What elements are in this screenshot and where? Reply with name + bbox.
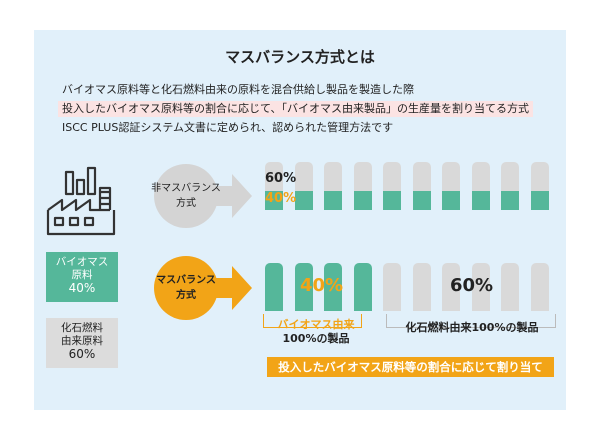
biomass-group-label-line2: 100%の製品 — [282, 332, 350, 345]
bar-biomass-part — [383, 191, 401, 210]
bar-biomass-part — [530, 191, 549, 210]
non-mass-balance-label-line1: 非マスバランス — [151, 183, 221, 194]
non-mass-balance-biomass-percent: 40% — [265, 191, 297, 206]
product-bar-fossil — [383, 263, 401, 311]
bar-biomass-part — [471, 191, 490, 210]
product-bar-mixed — [353, 162, 372, 210]
product-bar-mixed — [501, 162, 519, 210]
mass-balance-label-line1: マスバランス — [156, 275, 216, 286]
mass-balance-arrow-icon — [154, 256, 252, 320]
product-bar-mixed — [294, 162, 313, 210]
bar-fossil-part — [294, 162, 313, 191]
fossil-legend-label-line2: 由来原料 — [61, 335, 103, 347]
product-bar-mixed — [530, 162, 549, 210]
description-line-1: バイオマス原料等と化石燃料由来の原料を混合供給し製品を製造した際 — [62, 83, 414, 96]
bar-fossil-part — [471, 162, 490, 191]
fossil-legend-label-line1: 化石燃料 — [61, 322, 103, 334]
bar-fossil-part — [353, 162, 372, 191]
bar-fossil-part — [324, 162, 342, 191]
product-bar-fossil — [412, 263, 431, 311]
product-bar-mixed — [324, 162, 342, 210]
fossil-legend-percent: 60% — [68, 347, 96, 361]
description-line-2: 投入したバイオマス原料等の割合に応じて、「バイオマス由来製品」の生産量を割り当て… — [58, 101, 533, 117]
bar-fossil-part — [412, 162, 431, 191]
product-bar-mixed — [471, 162, 490, 210]
mass-balance-fossil-percent: 60% — [450, 275, 494, 296]
bar-fossil-part — [265, 162, 283, 191]
product-bar-biomass — [265, 263, 283, 311]
non-mass-balance-label-line2: 方式 — [176, 198, 196, 209]
non-mass-balance-fossil-percent: 60% — [265, 171, 297, 186]
fossil-feedstock-legend: 化石燃料 由来原料 60% — [46, 318, 118, 368]
bar-biomass-part — [324, 191, 342, 210]
mass-balance-label-line2: 方式 — [176, 290, 196, 301]
description-line-3: ISCC PLUS認証システム文書に定められ、認められた管理方法です — [62, 121, 394, 134]
product-bar-biomass — [353, 263, 372, 311]
diagram-panel — [34, 30, 566, 410]
bar-biomass-part — [501, 191, 519, 210]
fossil-product-bracket — [386, 314, 556, 328]
fossil-product-group-label: 化石燃料由来100%の製品 — [405, 321, 539, 334]
biomass-feedstock-legend: バイオマス 原料 40% — [46, 252, 118, 302]
bar-biomass-part — [412, 191, 431, 210]
mass-balance-label: マスバランス 方式 — [146, 273, 226, 303]
bar-biomass-part — [265, 191, 283, 210]
product-bar-fossil — [501, 263, 519, 311]
product-bar-mixed — [383, 162, 401, 210]
bar-fossil-part — [442, 162, 460, 191]
product-bar-mixed — [442, 162, 460, 210]
factory-icon — [46, 166, 116, 236]
biomass-product-group-label: バイオマス由来 100%の製品 — [266, 318, 366, 346]
product-bar-mixed — [265, 162, 283, 210]
biomass-legend-percent: 40% — [68, 281, 96, 295]
product-bar-biomass — [324, 263, 342, 311]
bar-fossil-part — [530, 162, 549, 191]
biomass-product-bracket — [263, 314, 362, 328]
product-bar-fossil — [471, 263, 490, 311]
allocation-banner: 投入したバイオマス原料等の割合に応じて割り当て — [267, 357, 554, 377]
bar-biomass-part — [353, 191, 372, 210]
product-bar-fossil — [530, 263, 549, 311]
non-mass-balance-label: 非マスバランス 方式 — [146, 181, 226, 211]
bar-fossil-part — [501, 162, 519, 191]
non-mass-balance-arrow-icon — [154, 164, 252, 228]
bar-biomass-part — [442, 191, 460, 210]
bar-fossil-part — [383, 162, 401, 191]
mass-balance-biomass-percent: 40% — [300, 275, 344, 296]
biomass-group-label-line1: バイオマス由来 — [277, 318, 355, 331]
bar-biomass-part — [294, 191, 313, 210]
product-bar-mixed — [412, 162, 431, 210]
biomass-legend-label-line1: バイオマス — [55, 256, 109, 268]
product-bar-fossil — [442, 263, 460, 311]
biomass-legend-label-line2: 原料 — [71, 269, 93, 281]
product-bar-biomass — [294, 263, 313, 311]
diagram-title: マスバランス方式とは — [225, 48, 375, 66]
